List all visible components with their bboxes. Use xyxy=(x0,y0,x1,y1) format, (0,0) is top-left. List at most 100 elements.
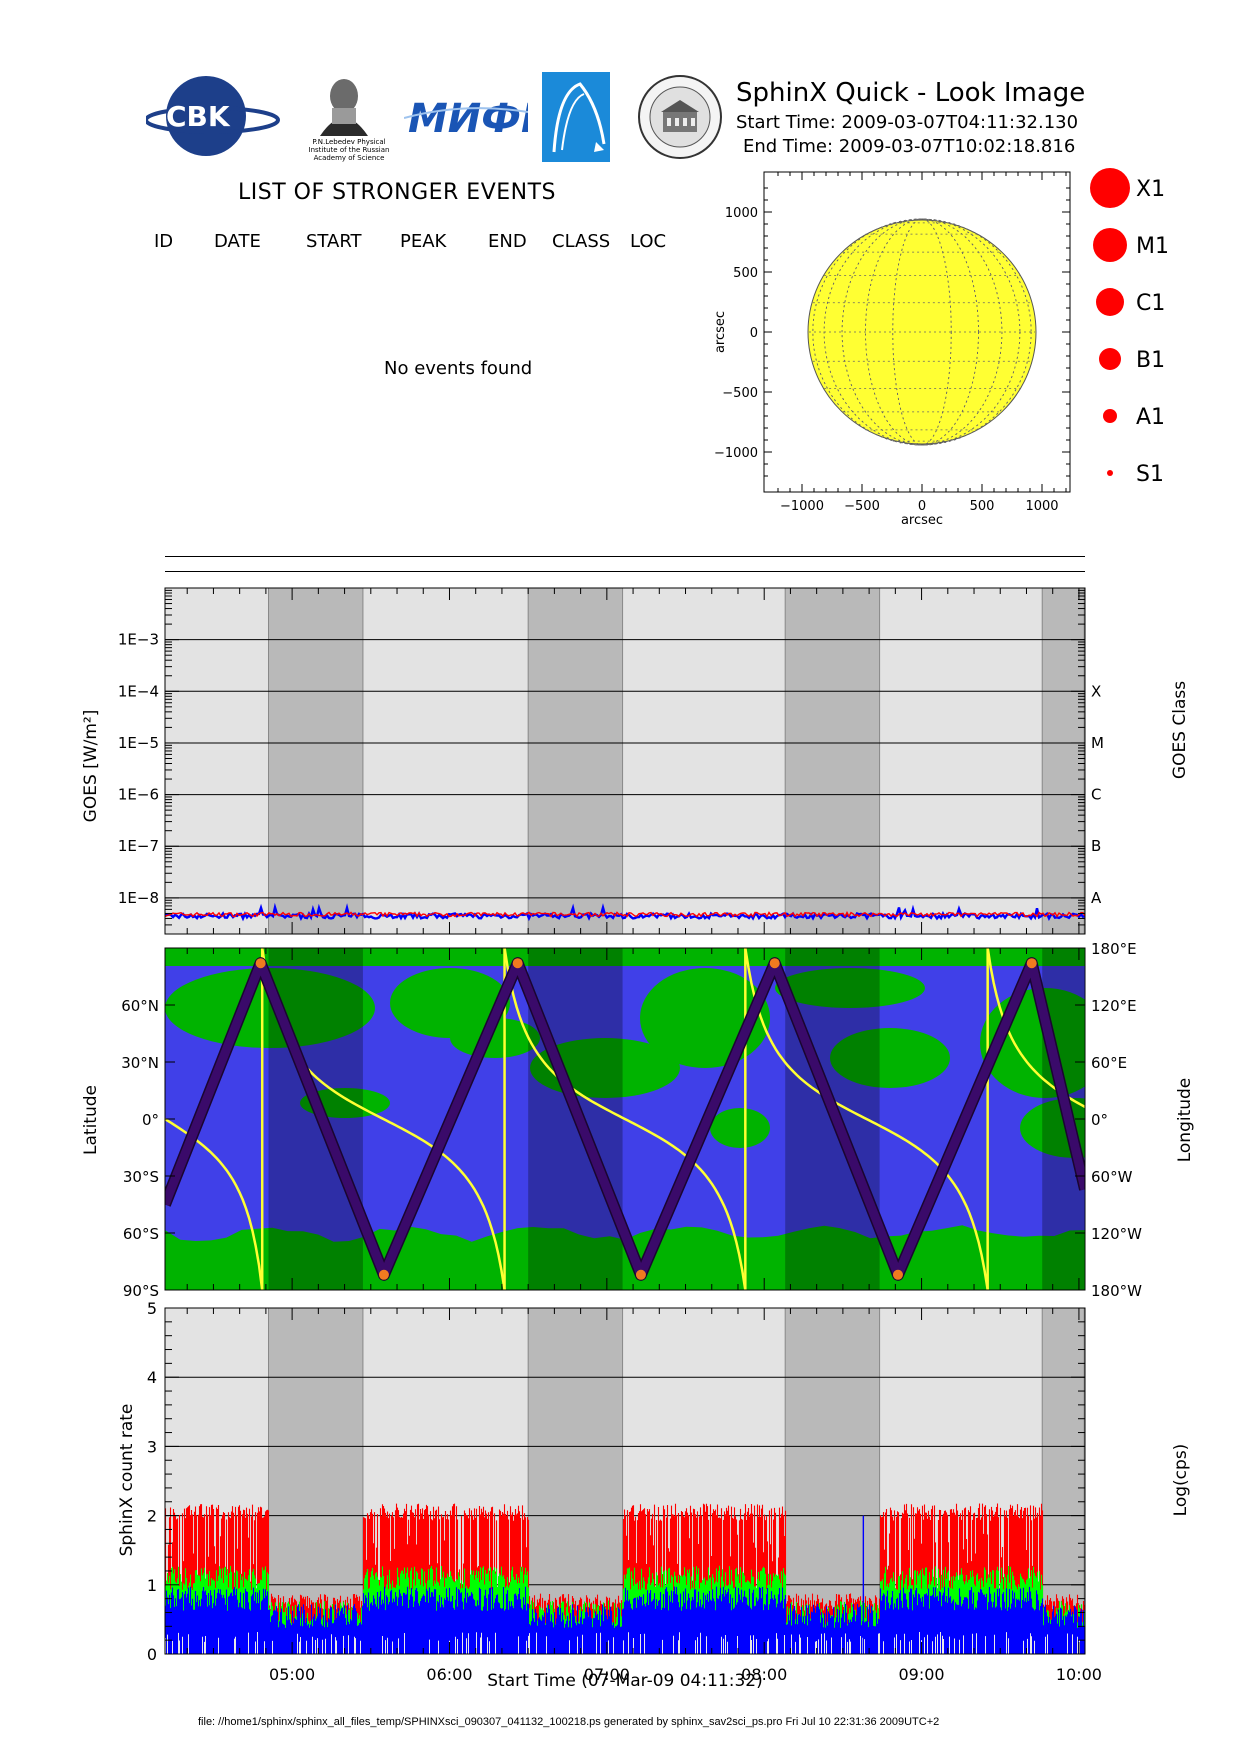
sun-y-tick-label: 1000 xyxy=(725,206,758,221)
sun-disk xyxy=(807,219,1037,445)
goes-panel: 1E−3 1E−4 1E−5 1E−6 1E−7 1E−8 X M C B A GOES [W/m²… xyxy=(81,587,1190,935)
sphinx-x-tick-label: 05:00 xyxy=(269,1665,315,1684)
col-loc: LOC xyxy=(630,231,667,252)
sun-x-tick-label: 500 xyxy=(970,499,995,514)
latitude-label: Latitude xyxy=(81,1085,101,1155)
sun-y-tick-label: −500 xyxy=(722,386,758,401)
lon-tick-label: 120°E xyxy=(1091,997,1137,1015)
lon-tick-label: 180°E xyxy=(1091,940,1137,958)
map-land-patch xyxy=(710,1108,770,1148)
longitude-track xyxy=(165,1117,264,1290)
sun-map-ylabel: arcsec xyxy=(713,311,728,353)
goes-night-band xyxy=(528,588,623,934)
track-turn-highlight xyxy=(892,1269,903,1280)
orbit-panel: 60°N 30°N 0° 30°S 60°S 90°S 180°E 120°E 60°E 0° 60… xyxy=(81,940,1195,1300)
track-turn-highlight xyxy=(378,1269,389,1280)
svg-text:МИФИ: МИФИ xyxy=(408,96,528,142)
sphinx-y-tick-label: 3 xyxy=(147,1437,157,1456)
goes-night-band xyxy=(1042,588,1085,934)
goes-class-label-b: B xyxy=(1091,837,1101,855)
track-turn-highlight xyxy=(635,1269,646,1280)
goes-right-label: GOES Class xyxy=(1170,681,1190,779)
legend-label-c1: C1 xyxy=(1136,291,1165,316)
sun-longitude-line xyxy=(823,218,1021,446)
lat-tick-label: 60°S xyxy=(123,1225,159,1243)
lat-tick-label: 90°S xyxy=(123,1282,159,1300)
legend-label-s1: S1 xyxy=(1136,462,1164,487)
sphinx-night-band xyxy=(528,1308,623,1654)
lat-tick-label: 0° xyxy=(142,1111,159,1129)
legend-marker-s1 xyxy=(1107,470,1113,476)
comet-logo xyxy=(542,72,610,162)
sun-longitude-line xyxy=(812,218,1032,446)
legend-marker-a1 xyxy=(1103,409,1117,423)
legend-marker-m1 xyxy=(1093,228,1127,262)
sphinx-y-tick-label: 2 xyxy=(147,1507,157,1526)
col-end: END xyxy=(488,231,527,252)
goes-class-label-a: A xyxy=(1091,889,1102,907)
goes-ylabel: GOES [W/m²] xyxy=(81,710,101,823)
cbk-logo-text: CBK xyxy=(166,100,231,133)
goes-class-label-x: X xyxy=(1091,682,1101,700)
university-seal xyxy=(637,74,723,160)
lat-tick-label: 30°S xyxy=(123,1168,159,1186)
goes-y-tick-label: 1E−3 xyxy=(118,631,159,649)
goes-y-tick-label: 1E−4 xyxy=(118,682,159,700)
sun-x-tick-label: −1000 xyxy=(780,499,824,514)
sphinx-x-tick-label: 08:00 xyxy=(741,1665,787,1684)
sun-map: −1000 −1000 −500 −500 0 0 500 500 1000 1000 arcse… xyxy=(713,171,1071,528)
goes-class-label-m: M xyxy=(1091,734,1104,752)
track-turn-highlight xyxy=(769,958,780,969)
col-date: DATE xyxy=(214,231,261,252)
sphinx-y-tick-label: 4 xyxy=(147,1368,157,1387)
goes-y-tick-label: 1E−8 xyxy=(118,889,159,907)
sphinx-x-tick-label: 09:00 xyxy=(899,1665,945,1684)
sphinx-right-label: Log(cps) xyxy=(1171,1444,1191,1517)
longitude-track xyxy=(503,948,747,1290)
sun-map-xlabel: arcsec xyxy=(901,513,943,528)
lat-tick-label: 30°N xyxy=(121,1054,159,1072)
sun-y-tick-label: 500 xyxy=(733,266,758,281)
legend-label-x1: X1 xyxy=(1136,177,1165,202)
col-class: CLASS xyxy=(552,231,611,252)
track-turn-highlight xyxy=(255,958,266,969)
divider-bottom xyxy=(165,571,1085,572)
longitude-label: Longitude xyxy=(1175,1078,1195,1163)
map-land-patch xyxy=(830,1028,950,1088)
legend-marker-x1 xyxy=(1090,168,1130,208)
col-start: START xyxy=(306,231,362,252)
track-turn-highlight xyxy=(1026,958,1037,969)
cbk-logo: CBK PAN xyxy=(144,74,284,158)
start-time: Start Time: 2009-03-07T04:11:32.130 xyxy=(736,112,1079,133)
goes-night-band xyxy=(268,588,363,934)
sun-longitude-line xyxy=(841,218,1003,446)
lon-tick-label: 60°W xyxy=(1091,1168,1133,1186)
goes-series-short xyxy=(164,902,1086,922)
svg-text:Institute of the Russian: Institute of the Russian xyxy=(309,146,390,154)
sun-x-tick-label: 0 xyxy=(918,499,926,514)
footer-file-info: file: //home1/sphinx/sphinx_all_files_te… xyxy=(198,1716,940,1728)
goes-series-long xyxy=(164,910,1086,918)
sun-y-tick-label: −1000 xyxy=(714,446,758,461)
col-id: ID xyxy=(154,231,174,252)
sphinx-xlabel: Start Time (07-Mar-09 04:11:32) xyxy=(487,1671,762,1691)
goes-night-band xyxy=(785,588,880,934)
mifi-logo: МИФИ xyxy=(403,88,554,144)
sphinx-x-tick-label: 07:00 xyxy=(584,1665,630,1684)
sphinx-x-tick-label: 10:00 xyxy=(1056,1665,1102,1684)
end-time: End Time: 2009-03-07T10:02:18.816 xyxy=(743,136,1076,157)
map-land-north xyxy=(165,948,1085,966)
track-turn-highlight xyxy=(512,958,523,969)
flare-class-legend: X1 M1 C1 B1 A1 S1 xyxy=(1090,168,1169,487)
longitude-track xyxy=(986,948,1085,1109)
sphinx-ylabel: SphinX count rate xyxy=(117,1404,137,1557)
goes-y-tick-label: 1E−6 xyxy=(118,786,159,804)
lebedev-logo: P.N.Lebedev Physical Institute of the Ru… xyxy=(292,70,406,162)
col-peak: PEAK xyxy=(400,231,447,252)
sun-x-tick-label: 1000 xyxy=(1025,499,1058,514)
svg-text:P.N.Lebedev Physical: P.N.Lebedev Physical xyxy=(312,138,385,146)
sphinx-panel: 0 1 2 3 4 5 05:00 06:00 07:00 08:00 09:00 10:00 Sph… xyxy=(117,1300,1191,1691)
lon-tick-label: 60°E xyxy=(1091,1054,1127,1072)
no-events-message: No events found xyxy=(384,358,533,379)
legend-marker-b1 xyxy=(1099,348,1121,370)
